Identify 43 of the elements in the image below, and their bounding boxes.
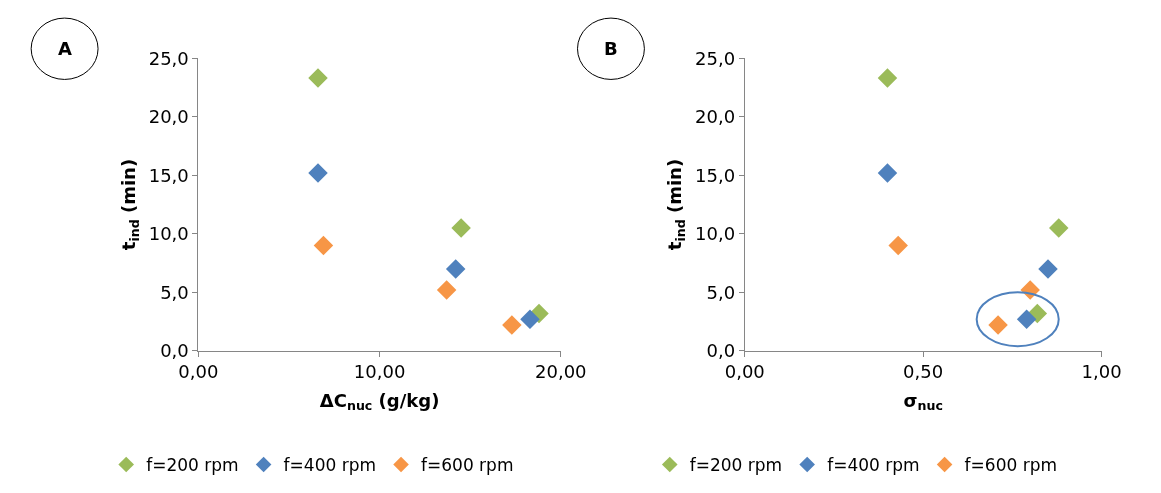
point [313, 235, 334, 256]
point [1038, 259, 1058, 279]
point [1016, 309, 1037, 329]
y-tick-label: 15,0 [148, 164, 189, 186]
legend-label: f=600 rpm [964, 455, 1058, 476]
point [445, 259, 466, 279]
point [877, 163, 898, 183]
x-axis-title: ΔC$_{nuc}$ (g/kg) [319, 389, 440, 414]
point [308, 163, 328, 183]
point [451, 218, 471, 238]
x-tick-label: 10,00 [353, 361, 406, 383]
chart-title: A [58, 38, 72, 59]
legend-label: f=400 rpm [827, 455, 920, 476]
x-tick-label: 20,00 [535, 361, 587, 383]
point [502, 315, 522, 335]
y-tick-label: 5,0 [706, 281, 736, 303]
y-tick-label: 5,0 [160, 281, 189, 303]
y-tick-label: 25,0 [695, 47, 736, 69]
x-axis-title: σ$_{nuc}$ [903, 389, 943, 414]
x-tick-label: 0,00 [178, 361, 219, 383]
y-tick-label: 20,0 [148, 106, 189, 128]
point [877, 68, 898, 88]
x-tick-label: 0,00 [724, 361, 765, 383]
point [308, 68, 328, 88]
point [888, 235, 908, 256]
legend-label: f=400 rpm [283, 455, 377, 476]
point [520, 309, 540, 329]
legend-label: f=200 rpm [689, 455, 783, 476]
point [436, 280, 457, 300]
x-tick-label: 0,50 [903, 361, 944, 383]
y-tick-label: 0,0 [160, 340, 189, 362]
chart-title: B [604, 38, 618, 59]
y-tick-label: 10,0 [695, 223, 736, 245]
y-tick-label: 0,0 [706, 340, 736, 362]
y-tick-label: 10,0 [148, 223, 189, 245]
y-tick-label: 25,0 [148, 47, 189, 69]
y-tick-label: 20,0 [695, 106, 736, 128]
x-tick-label: 1,00 [1081, 361, 1122, 383]
legend-label: f=200 rpm [146, 455, 239, 476]
y-tick-label: 15,0 [695, 164, 736, 186]
point [1048, 218, 1069, 238]
legend-label: f=600 rpm [421, 455, 514, 476]
point [988, 315, 1008, 335]
